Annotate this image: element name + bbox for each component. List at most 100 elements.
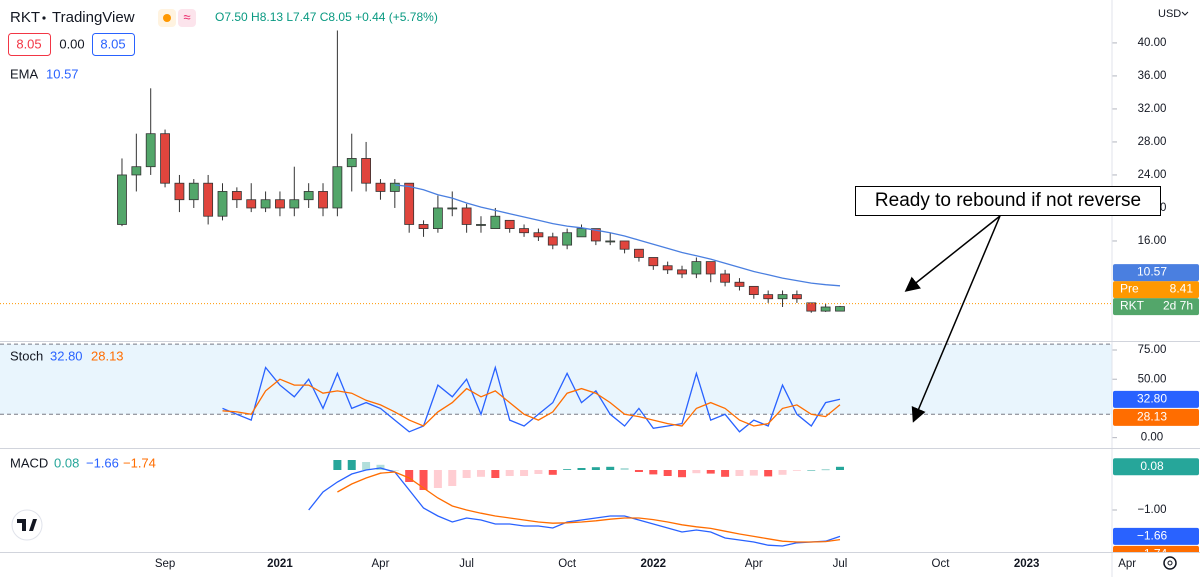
macd-histogram-bar [749, 470, 758, 476]
candle-body [375, 182, 386, 192]
bid: 8.05 [16, 36, 41, 51]
candle-body [174, 182, 185, 201]
y-tick-label: −1.00 [1137, 504, 1166, 516]
candle-body [332, 166, 343, 209]
arrow [911, 215, 1001, 423]
candle-body [289, 199, 300, 209]
approx-icon: ≈ [183, 9, 190, 24]
candle-body [590, 228, 601, 242]
macd-histogram-bar [821, 469, 830, 471]
macd-histogram-bar [433, 470, 442, 488]
macd-line [308, 467, 841, 547]
candle-body [404, 182, 415, 225]
candle-body [160, 133, 170, 184]
value-label: 32.80 [1113, 390, 1199, 408]
y-tick-label: 50.00 [1138, 373, 1167, 385]
candle-body [389, 182, 400, 192]
candle-body [145, 133, 156, 168]
macd-histogram-bar [721, 470, 730, 477]
candle-body [188, 182, 199, 201]
macd-histogram-bar [835, 466, 844, 470]
candle-body [447, 207, 458, 210]
macd-histogram-bar [347, 460, 356, 470]
plot-area [0, 30, 1112, 547]
y-tick-label: 0.00 [1141, 432, 1163, 444]
buy-box[interactable] [92, 33, 135, 56]
y-tick-label: 36.00 [1138, 70, 1167, 82]
value-label-box [1113, 545, 1199, 552]
candle-body [203, 182, 214, 217]
candle-body [748, 285, 759, 296]
stoch-band [0, 344, 1112, 415]
candle-body [346, 158, 357, 168]
candle-body [231, 191, 242, 201]
tv-logo[interactable] [11, 509, 43, 541]
candle-body [691, 261, 702, 275]
ema-label: 10.57 [1113, 264, 1199, 282]
y-tick-label: 16.00 [1138, 235, 1167, 247]
x-tick-label: Oct [558, 558, 577, 570]
time-axis: Sep 2021 Apr Jul Oct 2022 Apr Jul Oct 2023 Apr [155, 558, 1136, 570]
macd-histogram-bar [692, 470, 701, 474]
candle-body [131, 166, 142, 176]
y-tick-label: 32.00 [1138, 103, 1167, 115]
candle-body [246, 199, 257, 209]
macd-histogram-bar [620, 468, 629, 470]
candle-body [562, 232, 573, 246]
arrow [904, 215, 1001, 292]
pre-label: Pre 8.41 [1113, 281, 1199, 299]
x-tick-label: 2021 [267, 558, 293, 570]
macd-histogram-bar [764, 470, 773, 477]
value-label-box [1113, 390, 1199, 408]
candle-body [677, 269, 687, 275]
candle-body [705, 261, 716, 275]
value-label: −1.66 [1113, 527, 1199, 545]
x-tick-label: Jul [459, 558, 474, 570]
macd-histogram-bar [419, 470, 428, 490]
currency[interactable]: USD [1158, 8, 1181, 20]
candle-body [303, 191, 314, 201]
ema-legend-value: 10.57 [46, 66, 79, 81]
macd-histogram-bar [563, 469, 572, 470]
macd-histogram-bar [606, 466, 615, 470]
candle-body [361, 158, 372, 184]
stoch-line [222, 378, 841, 427]
x-tick-label: Apr [745, 558, 763, 570]
macd-line [337, 471, 841, 543]
symbol[interactable]: RKT [10, 9, 40, 26]
x-tick-label: Apr [1118, 558, 1136, 570]
macd-histogram-bar [520, 470, 529, 476]
value-label: −1.74 [1113, 545, 1199, 552]
stoch-d-value: 28.13 [91, 348, 124, 363]
stoch-legend: Stoch [10, 348, 43, 363]
value-label-box [1113, 527, 1199, 545]
settings-icon[interactable] [1163, 556, 1177, 570]
macd-histogram-bar [577, 468, 586, 470]
macd-histogram-bar [649, 470, 658, 475]
value-label-text: 32.80 [1137, 391, 1167, 405]
macd-hist-value: 0.08 [54, 455, 79, 470]
candle-body [260, 199, 271, 209]
value-label: 0.08 [1113, 458, 1199, 476]
candle-body [318, 191, 328, 209]
last-price-label-text: RKT [1120, 299, 1145, 313]
y-tick-label: 24.00 [1138, 169, 1167, 181]
candle-body [217, 191, 228, 217]
ema-label-box [1113, 264, 1199, 282]
y-tick-label: 28.00 [1138, 136, 1167, 148]
candle-body [476, 224, 486, 226]
macd-histogram-bar [706, 470, 715, 474]
x-tick-label: Apr [372, 558, 390, 570]
stoch-line [222, 365, 841, 433]
data-icon[interactable] [178, 9, 196, 27]
last-price-label: RKT 2d 7h [1113, 298, 1199, 316]
spread: 0.00 [59, 36, 84, 51]
macd-histogram-bar [663, 470, 672, 476]
macd-histogram-bar [462, 470, 471, 478]
sell-box[interactable] [8, 33, 51, 56]
macd-histogram-bar [390, 470, 399, 471]
value-label-text: 0.08 [1140, 459, 1164, 473]
ohlc: O7.50 H8.13 L7.47 C8.05 +0.44 (+5.78%) [215, 10, 438, 24]
candle-body [418, 224, 429, 229]
candle-body [734, 281, 745, 287]
